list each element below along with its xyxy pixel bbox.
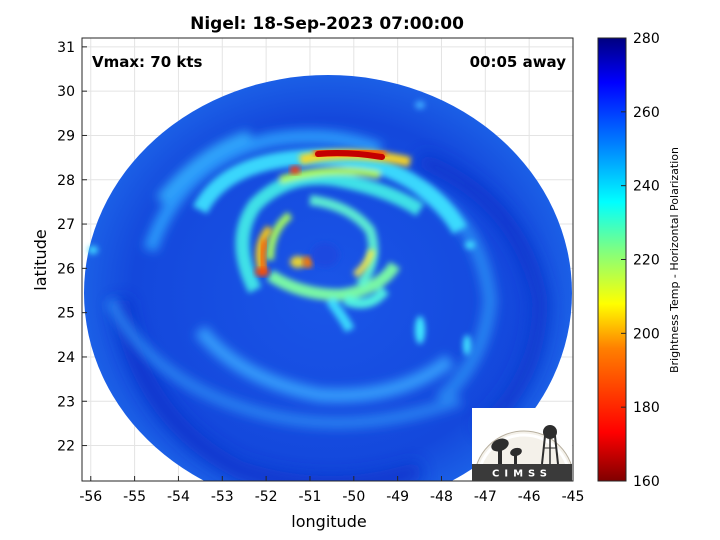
y-tick-label: 27 xyxy=(57,217,75,233)
outer-dark-band-east xyxy=(417,152,549,437)
y-tick-label: 29 xyxy=(57,128,75,144)
cimss-logo: CIMSS xyxy=(472,408,572,481)
outer-dark-band xyxy=(111,298,423,481)
time-offset-annotation: 00:05 away xyxy=(470,53,567,71)
y-tick-label: 31 xyxy=(57,40,75,56)
x-axis-label: longitude xyxy=(291,512,366,531)
x-tick-label: -47 xyxy=(474,489,497,505)
colorbar-tick-label: 200 xyxy=(633,326,660,342)
x-tick-label: -51 xyxy=(299,489,322,505)
x-tick-label: -55 xyxy=(123,489,146,505)
y-tick-label: 30 xyxy=(57,84,75,100)
x-tick-label: -49 xyxy=(386,489,409,505)
y-tick-label: 22 xyxy=(57,439,75,455)
vmax-annotation: Vmax: 70 kts xyxy=(92,53,202,71)
y-axis-ticks: 22 23 24 25 26 27 28 29 30 31 xyxy=(57,40,87,455)
scattered-cells xyxy=(88,101,475,355)
plot-border xyxy=(81,37,574,482)
colorbar-tick-label: 180 xyxy=(633,400,660,416)
chart-title: Nigel: 18-Sep-2023 07:00:00 xyxy=(190,14,464,34)
y-tick-label: 26 xyxy=(57,261,75,277)
x-axis-ticks: -56 -55 -54 -53 -52 -51 -50 -49 -48 -47 -46 -45 xyxy=(79,476,584,505)
x-tick-label: -56 xyxy=(79,489,102,505)
x-tick-label: -45 xyxy=(562,489,585,505)
x-tick-label: -52 xyxy=(255,489,278,505)
colorbar-ticks: 160 180 200 220 240 260 280 xyxy=(621,31,660,490)
microwave-swath xyxy=(84,75,572,481)
y-axis-label: latitude xyxy=(31,229,50,290)
x-tick-label: -53 xyxy=(211,489,234,505)
colorbar-tick-label: 260 xyxy=(633,105,660,121)
x-tick-label: -54 xyxy=(167,489,190,505)
x-tick-label: -46 xyxy=(518,489,541,505)
y-tick-label: 25 xyxy=(57,306,75,322)
colorbar-tick-label: 160 xyxy=(633,474,660,490)
cimss-logo-text: CIMSS xyxy=(492,469,552,480)
y-tick-label: 28 xyxy=(57,173,75,189)
y-tick-label: 24 xyxy=(57,350,75,366)
colorbar-label: Brightness Temp - Horizontal Polarizatio… xyxy=(668,147,681,373)
cold-cloud-tops xyxy=(255,145,387,276)
x-tick-label: -48 xyxy=(430,489,453,505)
y-tick-label: 23 xyxy=(57,394,75,410)
colorbar-tick-label: 240 xyxy=(633,179,660,195)
storm-eye xyxy=(311,243,339,267)
colorbar-tick-label: 220 xyxy=(633,253,660,269)
x-tick-label: -50 xyxy=(342,489,365,505)
colorbar-tick-label: 280 xyxy=(633,31,660,47)
